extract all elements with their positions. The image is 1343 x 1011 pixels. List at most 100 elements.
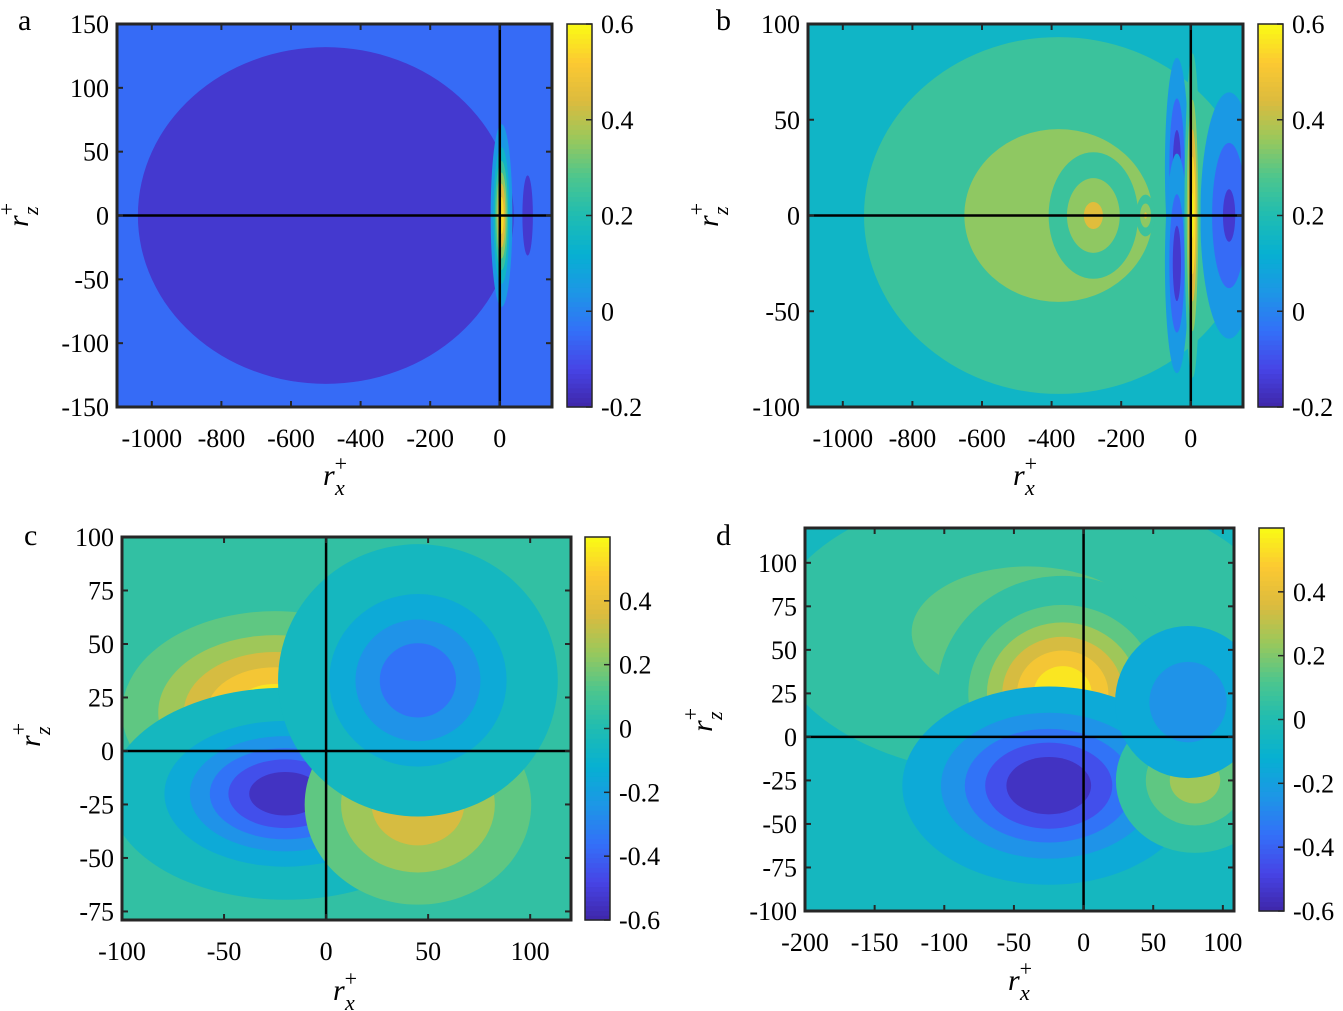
colorbar-swatch [585, 781, 610, 787]
colorbar-swatch [585, 848, 610, 854]
colorbar-swatch [585, 805, 610, 811]
colorbar-swatch [1259, 781, 1284, 788]
colorbar-swatch [567, 378, 592, 384]
colorbar-swatch [1258, 71, 1283, 78]
colorbar-swatch [585, 814, 610, 821]
colorbar-swatch [1258, 234, 1283, 241]
label-superscript: + [684, 203, 709, 215]
colorbar-swatch [567, 287, 592, 293]
label-subscript: z [708, 206, 733, 216]
colorbar-swatch [567, 24, 592, 30]
colorbar-swatch [567, 282, 592, 288]
colorbar-swatch [585, 819, 610, 825]
colorbar-swatch [567, 86, 592, 92]
colorbar-swatch [567, 368, 592, 375]
colorbar-swatch [585, 537, 610, 543]
y-tick-label: -50 [762, 810, 797, 839]
colorbar-swatch [1259, 604, 1284, 610]
colorbar-swatch [585, 776, 610, 782]
colorbar-swatch [567, 138, 592, 145]
colorbar-swatch [585, 613, 610, 619]
colorbar-swatch [1259, 561, 1284, 567]
colorbar-swatch [585, 829, 610, 835]
y-axis-label: r+z [6, 723, 55, 747]
colorbar-swatch [567, 67, 592, 73]
colorbar-swatch [1259, 863, 1284, 869]
colorbar-swatch [1258, 258, 1283, 264]
label-superscript: + [345, 966, 357, 991]
colorbar-swatch [567, 201, 592, 207]
colorbar-swatch [585, 651, 610, 658]
colorbar-swatch [567, 272, 592, 279]
colorbar-swatch [567, 344, 592, 351]
colorbar-swatch [585, 718, 610, 725]
axes-box [803, 526, 1236, 913]
colorbar-swatch [567, 244, 592, 250]
colorbar-swatch [1258, 172, 1283, 178]
colorbar-swatch [1258, 229, 1283, 236]
colorbar-swatch [1258, 402, 1283, 408]
colorbar-swatch [1258, 268, 1283, 274]
colorbar-swatch [567, 301, 592, 308]
x-tick-label: -400 [1028, 424, 1076, 453]
colorbar-swatch [567, 153, 592, 159]
colorbar-swatch [567, 268, 592, 274]
colorbar-swatch [1259, 657, 1284, 663]
colorbar-swatch [567, 47, 592, 54]
colorbar-swatch [1258, 368, 1283, 375]
colorbar-swatch [1258, 239, 1283, 245]
x-tick-label: 0 [493, 424, 506, 453]
y-tick-label: 100 [761, 10, 800, 39]
colorbar-swatch [1258, 383, 1283, 389]
colorbar-swatch [567, 210, 592, 217]
axes-box [120, 535, 573, 922]
colorbar-swatch [1258, 378, 1283, 384]
colorbar-swatch [1259, 877, 1284, 883]
x-tick-label: 50 [415, 937, 441, 966]
label-subscript: z [30, 726, 55, 736]
colorbar-swatch [1259, 829, 1284, 835]
x-tick-label: -800 [198, 424, 246, 453]
colorbar-swatch [567, 320, 592, 327]
colorbar-swatch [1259, 858, 1284, 864]
colorbar-swatch [1259, 700, 1284, 706]
colorbar-swatch [1259, 786, 1284, 792]
colorbar-swatch [1258, 311, 1283, 317]
colorbar-swatch [585, 771, 610, 777]
colorbar-swatch [567, 119, 592, 126]
y-tick-label: -100 [749, 897, 797, 926]
y-tick-label: 50 [774, 106, 800, 135]
label-superscript: + [335, 451, 347, 476]
colorbar-swatch [1258, 225, 1283, 231]
colorbar-swatch [585, 608, 610, 615]
colorbar-swatch [585, 594, 610, 600]
colorbar-swatch [1258, 220, 1283, 226]
x-tick-label: -800 [889, 424, 937, 453]
colorbar-swatch [1258, 272, 1283, 279]
colorbar-swatch [1258, 81, 1283, 87]
colorbar-swatch [585, 541, 610, 548]
colorbar-swatch [585, 604, 610, 610]
label-subscript: x [1024, 475, 1035, 500]
colorbar-swatch [1259, 681, 1284, 687]
colorbar-swatch [1258, 253, 1283, 260]
colorbar-swatch [1258, 143, 1283, 150]
colorbar-swatch [1258, 167, 1283, 174]
colorbar-swatch [1258, 335, 1283, 341]
panel-label: b [716, 4, 731, 37]
colorbar-swatch [1259, 882, 1284, 888]
colorbar-tick-label: 0.2 [619, 651, 652, 680]
colorbar-swatch [585, 632, 610, 639]
panel-a: -1000 -800 -600 -400 -200 0 150 100 50 0 -50 -100 -1… [0, 4, 642, 500]
colorbar-swatch [585, 685, 610, 691]
label-subscript: x [344, 990, 355, 1011]
colorbar-swatch [585, 637, 610, 643]
panel-label: a [18, 4, 31, 37]
contour-plot [122, 537, 571, 920]
colorbar-tick-label: -0.2 [619, 778, 660, 807]
colorbar-swatch [1258, 339, 1283, 346]
colorbar-swatch [567, 91, 592, 97]
colorbar-tick-label: -0.4 [1293, 833, 1334, 862]
colorbar-swatch [1258, 397, 1283, 403]
colorbar-swatch [1259, 839, 1284, 845]
